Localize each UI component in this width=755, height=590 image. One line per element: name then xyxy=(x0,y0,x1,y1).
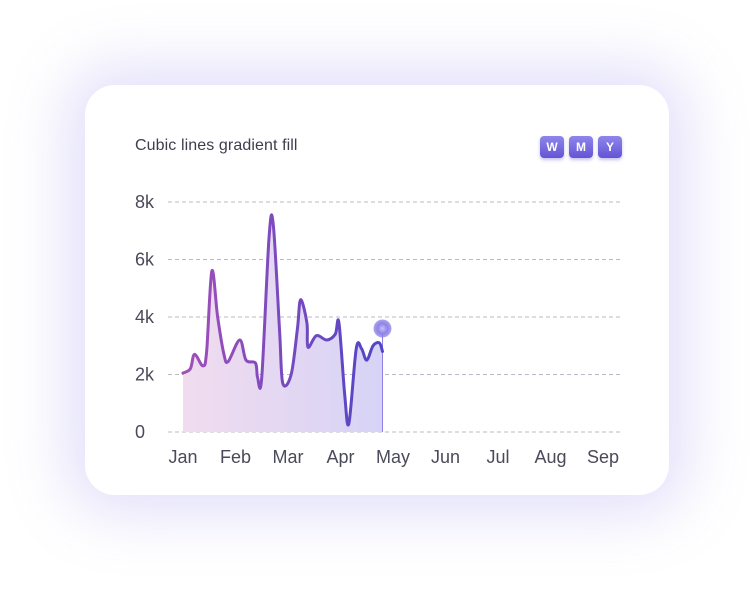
x-tick-label: Mar xyxy=(273,447,304,467)
x-tick-label: Aug xyxy=(534,447,566,467)
x-tick-label: Jan xyxy=(168,447,197,467)
series-marker[interactable] xyxy=(373,319,392,338)
x-tick-label: Apr xyxy=(326,447,354,467)
y-tick-label: 4k xyxy=(135,307,155,327)
x-tick-label: Feb xyxy=(220,447,251,467)
x-tick-label: Jul xyxy=(486,447,509,467)
area-fill xyxy=(183,214,383,432)
series-line xyxy=(181,213,384,427)
year-button[interactable]: Y xyxy=(598,136,622,158)
x-tick-label: Jun xyxy=(431,447,460,467)
chart-title: Cubic lines gradient fill xyxy=(135,137,298,154)
y-tick-label: 8k xyxy=(135,192,155,212)
x-tick-label: May xyxy=(376,447,410,467)
timeframe-buttons: W M Y xyxy=(540,136,622,158)
y-tick-label: 0 xyxy=(135,422,145,442)
y-tick-label: 2k xyxy=(135,365,155,385)
month-button[interactable]: M xyxy=(569,136,593,158)
x-tick-label: Sep xyxy=(587,447,619,467)
week-button[interactable]: W xyxy=(540,136,564,158)
y-tick-label: 6k xyxy=(135,250,155,270)
